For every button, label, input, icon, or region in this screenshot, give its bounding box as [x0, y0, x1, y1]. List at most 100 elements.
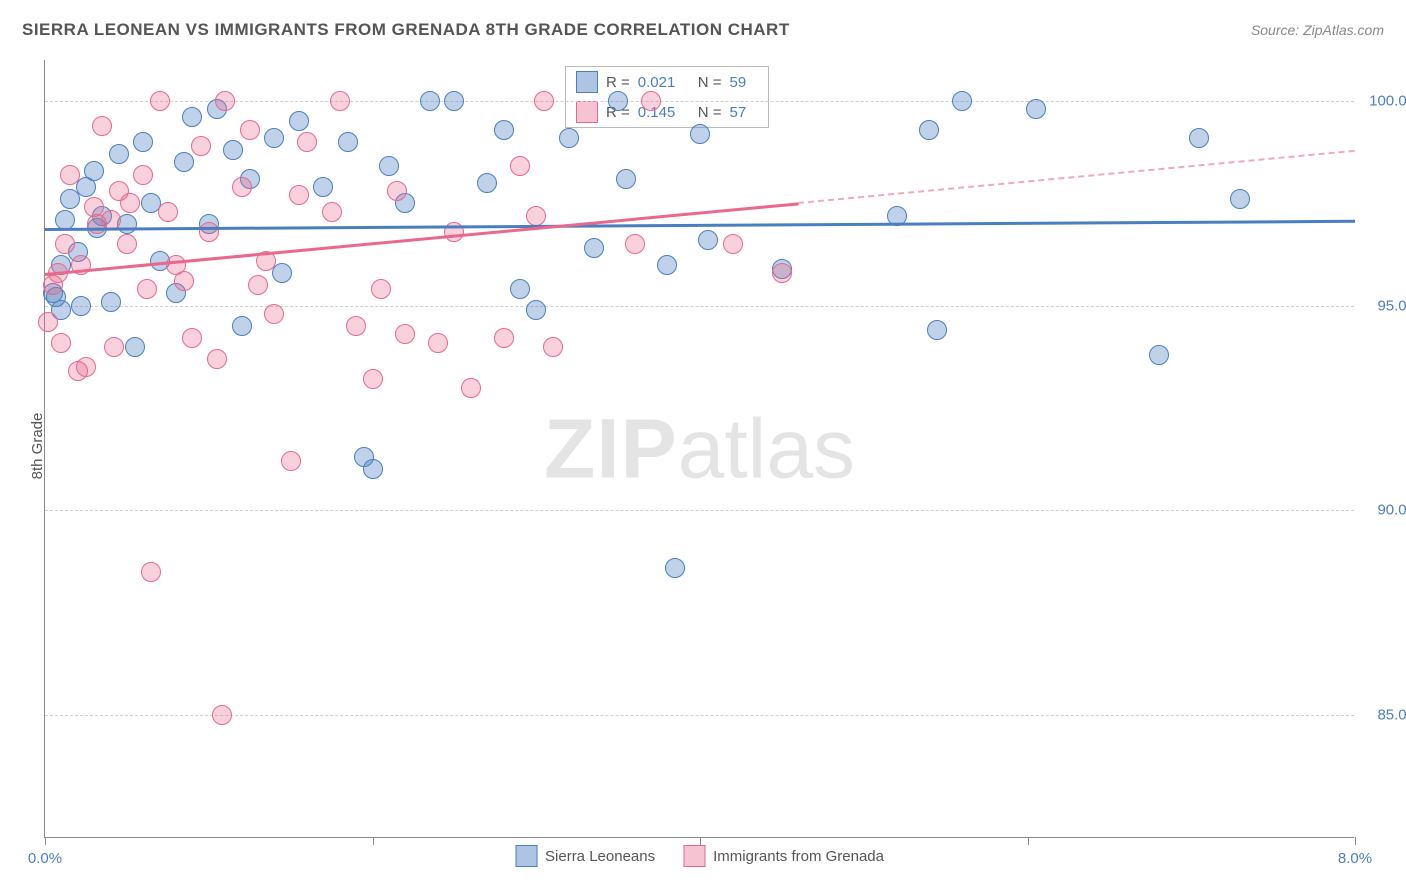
- scatter-point-blue: [109, 144, 129, 164]
- scatter-point-pink: [461, 378, 481, 398]
- n-label: N =: [698, 74, 722, 91]
- scatter-point-pink: [232, 177, 252, 197]
- gridline: [45, 306, 1354, 307]
- scatter-point-pink: [60, 165, 80, 185]
- scatter-point-pink: [428, 333, 448, 353]
- scatter-point-pink: [723, 234, 743, 254]
- r-label: R =: [606, 74, 630, 91]
- scatter-point-blue: [919, 120, 939, 140]
- scatter-point-blue: [526, 300, 546, 320]
- scatter-point-blue: [608, 91, 628, 111]
- scatter-point-blue: [289, 111, 309, 131]
- scatter-point-blue: [174, 152, 194, 172]
- scatter-point-blue: [338, 132, 358, 152]
- x-tick-label: 0.0%: [28, 850, 62, 867]
- scatter-point-blue: [232, 316, 252, 336]
- series-legend: Sierra Leoneans Immigrants from Grenada: [515, 845, 884, 867]
- trend-line-pink-dashed: [798, 150, 1355, 204]
- scatter-point-pink: [207, 349, 227, 369]
- scatter-point-blue: [444, 91, 464, 111]
- watermark-zip: ZIP: [544, 401, 678, 495]
- scatter-point-pink: [322, 202, 342, 222]
- gridline: [45, 715, 1354, 716]
- scatter-point-blue: [1026, 99, 1046, 119]
- scatter-point-blue: [690, 124, 710, 144]
- scatter-point-pink: [174, 271, 194, 291]
- scatter-point-pink: [76, 357, 96, 377]
- scatter-point-pink: [526, 206, 546, 226]
- scatter-point-pink: [534, 91, 554, 111]
- scatter-point-blue: [420, 91, 440, 111]
- scatter-point-pink: [772, 263, 792, 283]
- scatter-point-pink: [182, 328, 202, 348]
- scatter-point-pink: [346, 316, 366, 336]
- scatter-point-pink: [120, 193, 140, 213]
- scatter-point-pink: [510, 156, 530, 176]
- scatter-point-pink: [264, 304, 284, 324]
- scatter-point-pink: [51, 333, 71, 353]
- scatter-point-pink: [141, 562, 161, 582]
- scatter-point-pink: [158, 202, 178, 222]
- scatter-point-blue: [657, 255, 677, 275]
- scatter-point-pink: [625, 234, 645, 254]
- scatter-point-pink: [199, 222, 219, 242]
- scatter-point-pink: [641, 91, 661, 111]
- series-name-blue: Sierra Leoneans: [545, 848, 655, 865]
- scatter-point-blue: [182, 107, 202, 127]
- scatter-point-blue: [494, 120, 514, 140]
- scatter-point-blue: [84, 161, 104, 181]
- gridline: [45, 101, 1354, 102]
- scatter-point-pink: [133, 165, 153, 185]
- scatter-point-blue: [1149, 345, 1169, 365]
- scatter-point-pink: [330, 91, 350, 111]
- series-name-pink: Immigrants from Grenada: [713, 848, 884, 865]
- scatter-point-blue: [313, 177, 333, 197]
- correlation-legend-row-1: R = 0.021 N = 59: [566, 67, 768, 97]
- scatter-point-blue: [363, 459, 383, 479]
- legend-swatch-pink: [576, 101, 598, 123]
- source-attribution: Source: ZipAtlas.com: [1251, 22, 1384, 38]
- x-tick: [373, 837, 374, 845]
- scatter-point-pink: [387, 181, 407, 201]
- y-tick-label: 90.0%: [1377, 502, 1406, 519]
- chart-title: SIERRA LEONEAN VS IMMIGRANTS FROM GRENAD…: [22, 20, 790, 40]
- scatter-point-pink: [395, 324, 415, 344]
- scatter-point-pink: [104, 337, 124, 357]
- watermark: ZIPatlas: [544, 400, 855, 497]
- scatter-point-pink: [297, 132, 317, 152]
- scatter-point-blue: [264, 128, 284, 148]
- scatter-point-blue: [559, 128, 579, 148]
- scatter-point-pink: [191, 136, 211, 156]
- scatter-point-blue: [133, 132, 153, 152]
- legend-swatch-blue: [576, 71, 598, 93]
- x-tick: [700, 837, 701, 845]
- legend-swatch-pink: [683, 845, 705, 867]
- scatter-point-blue: [1230, 189, 1250, 209]
- scatter-point-blue: [952, 91, 972, 111]
- trend-line-blue: [45, 220, 1355, 231]
- scatter-point-blue: [55, 210, 75, 230]
- scatter-point-pink: [281, 451, 301, 471]
- scatter-point-pink: [137, 279, 157, 299]
- scatter-point-blue: [927, 320, 947, 340]
- scatter-point-blue: [510, 279, 530, 299]
- scatter-point-pink: [543, 337, 563, 357]
- scatter-point-pink: [55, 234, 75, 254]
- scatter-point-blue: [698, 230, 718, 250]
- scatter-point-blue: [584, 238, 604, 258]
- x-tick: [1028, 837, 1029, 845]
- n-value-pink: 57: [730, 104, 758, 121]
- scatter-point-blue: [379, 156, 399, 176]
- scatter-plot-area: ZIPatlas R = 0.021 N = 59 R = 0.145 N = …: [44, 60, 1354, 838]
- scatter-point-blue: [125, 337, 145, 357]
- scatter-point-pink: [117, 234, 137, 254]
- scatter-point-blue: [223, 140, 243, 160]
- correlation-legend: R = 0.021 N = 59 R = 0.145 N = 57: [565, 66, 769, 128]
- scatter-point-blue: [616, 169, 636, 189]
- legend-swatch-blue: [515, 845, 537, 867]
- scatter-point-pink: [289, 185, 309, 205]
- scatter-point-blue: [1189, 128, 1209, 148]
- n-value-blue: 59: [730, 74, 758, 91]
- scatter-point-blue: [665, 558, 685, 578]
- x-tick: [1355, 837, 1356, 845]
